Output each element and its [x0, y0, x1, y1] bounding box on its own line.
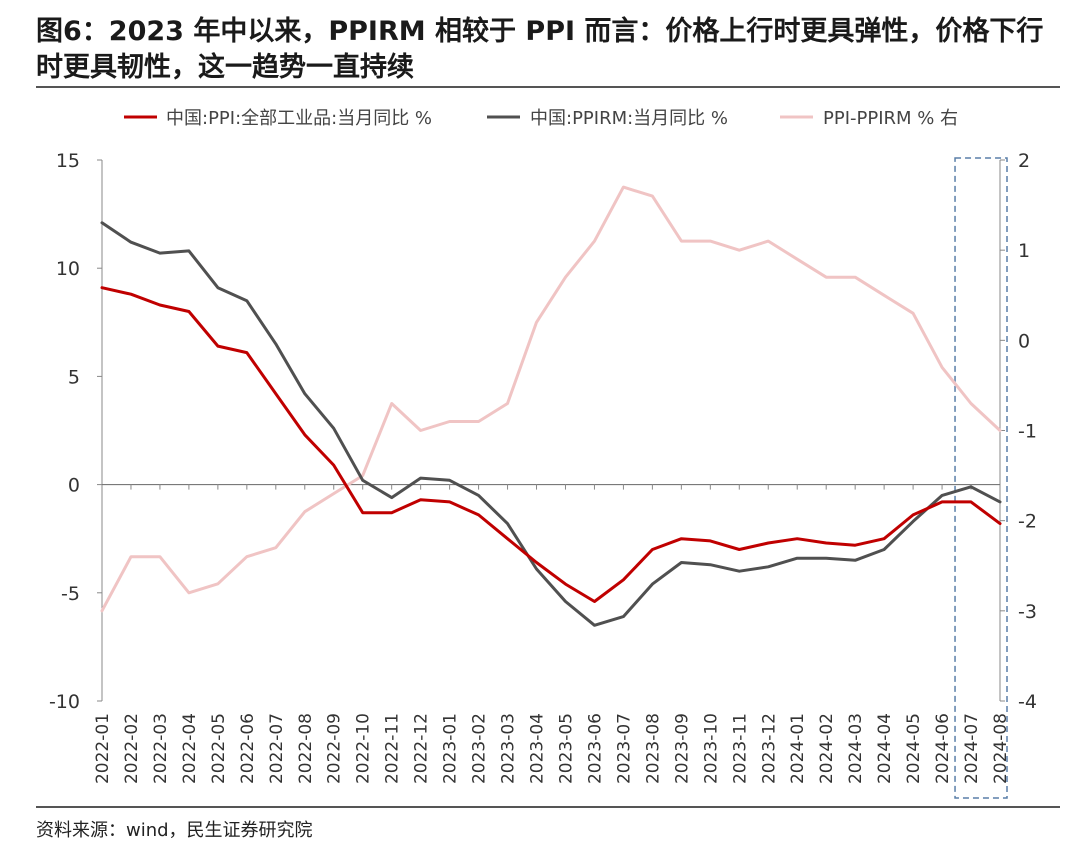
x-tick-label: 2023-07	[614, 713, 634, 784]
x-tick-label: 2024-01	[788, 713, 808, 784]
series-line-0	[100, 286, 1002, 603]
x-tick-label: 2022-09	[325, 713, 345, 784]
x-tick-label: 2023-10	[701, 713, 721, 784]
right-tick-label: -4	[1018, 691, 1037, 713]
footer-divider	[36, 806, 1060, 808]
right-tick-label: -2	[1018, 511, 1037, 533]
left-tick-label: 15	[56, 150, 80, 172]
left-tick-label: 5	[68, 366, 80, 388]
x-tick-label: 2023-12	[759, 713, 779, 784]
x-tick-label: 2024-06	[933, 713, 953, 784]
legend-label-2: PPI-PPIRM % 右	[823, 108, 958, 129]
legend: 中国:PPI:全部工业品:当月同比 % 中国:PPIRM:当月同比 % PPI-PP…	[124, 108, 958, 129]
x-tick-label: 2023-02	[470, 713, 490, 784]
x-tick-label: 2024-02	[817, 713, 837, 784]
left-tick-label: 10	[56, 258, 80, 280]
x-tick-label: 2022-01	[93, 713, 113, 784]
x-tick-label: 2022-11	[383, 713, 403, 784]
x-tick-label: 2022-07	[267, 713, 287, 784]
legend-label-0: 中国:PPI:全部工业品:当月同比 %	[166, 108, 432, 129]
legend-label-1: 中国:PPIRM:当月同比 %	[530, 108, 728, 129]
right-tick-label: -3	[1018, 601, 1037, 623]
x-tick-label: 2022-04	[180, 713, 200, 784]
source-note: 资料来源：wind，民生证券研究院	[36, 820, 313, 841]
left-tick-label: -5	[61, 583, 80, 605]
x-tick-label: 2022-02	[122, 713, 142, 784]
x-tick-label: 2022-05	[209, 713, 229, 784]
x-tick-label: 2024-07	[962, 713, 982, 784]
right-tick-label: 1	[1018, 240, 1030, 262]
x-tick-label: 2023-08	[643, 713, 663, 784]
chart-title: 图6：2023 年中以来，PPIRM 相较于 PPI 而言：价格上行时更具弹性，…	[36, 16, 1044, 83]
x-tick-label: 2022-12	[412, 713, 432, 784]
x-tick-label: 2024-04	[875, 713, 895, 784]
right-tick-label: -1	[1018, 421, 1037, 443]
x-tick-label: 2022-10	[354, 713, 374, 784]
right-tick-label: 2	[1018, 150, 1030, 172]
series-lines	[100, 185, 1002, 627]
left-tick-label: 0	[68, 475, 80, 497]
x-tick-label: 2022-08	[296, 713, 316, 784]
left-tick-label: -10	[49, 691, 80, 713]
x-tick-label: 2023-05	[556, 713, 576, 784]
x-tick-label: 2023-03	[499, 713, 519, 784]
x-tick-label: 2022-06	[238, 713, 258, 784]
right-tick-label: 0	[1018, 330, 1030, 352]
x-tick-labels: 2022-01 2022-02 2022-03 2022-04 2022-05 2022-…	[93, 713, 1011, 784]
series-line-2	[100, 185, 1002, 613]
x-tick-label: 2023-04	[528, 713, 548, 784]
x-tick-label: 2023-01	[441, 713, 461, 784]
series-line-1	[100, 221, 1002, 627]
x-tick-label: 2023-11	[730, 713, 750, 784]
x-tick-label: 2024-05	[904, 713, 924, 784]
title-divider	[36, 86, 1060, 88]
x-tick-label: 2024-03	[846, 713, 866, 784]
x-tick-label: 2024-08	[991, 713, 1011, 784]
highlight-dashed-box	[954, 157, 1008, 799]
highlight-box	[954, 157, 1008, 799]
x-tick-label: 2022-03	[151, 713, 171, 784]
x-tick-label: 2023-09	[672, 713, 692, 784]
x-tick-label: 2023-06	[585, 713, 605, 784]
